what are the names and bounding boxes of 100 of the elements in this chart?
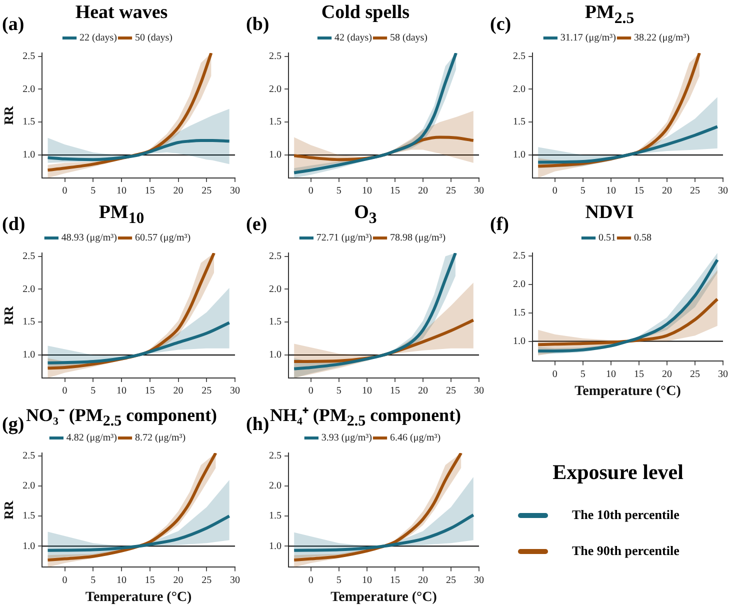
x-axis-title: Temperature (°C) [574, 384, 682, 400]
y-tick-label: 2.5 [22, 250, 36, 262]
legend-label: 48.93 (μg/m³) [61, 232, 117, 244]
x-tick-label: 5 [580, 186, 586, 197]
text: (b) [246, 14, 270, 36]
legend-label: 4.82 (μg/m³) [66, 432, 117, 444]
x-tick-label: 20 [418, 386, 428, 397]
legend-label: 8.72 (μg/m³) [135, 432, 186, 444]
legend-label: 22 (days) [80, 32, 118, 44]
legend-label: 0.58 [634, 232, 652, 244]
line-series [46, 514, 231, 552]
y-tick-label: 2.5 [269, 50, 282, 62]
x-tick-label: 25 [690, 186, 700, 197]
x-tick-label: 30 [718, 186, 728, 197]
x-tick-label: 30 [474, 574, 484, 586]
legend-label: 31.17 (μg/m³) [560, 32, 616, 44]
x-tick-label: 5 [580, 368, 586, 380]
text: (d) [2, 214, 26, 236]
x-tick-label: 15 [390, 186, 400, 197]
x-tick-label: 5 [336, 186, 342, 197]
x-tick-label: 0 [552, 368, 558, 380]
y-tick-label: 1.0 [22, 150, 36, 161]
x-tick-label: 30 [474, 186, 484, 197]
x-tick-label: 15 [144, 574, 155, 586]
y-tick-label: 1.0 [22, 540, 36, 552]
x-tick-label: 15 [144, 186, 155, 197]
x-tick-label: 15 [390, 386, 400, 397]
x-tick-label: 0 [308, 574, 314, 586]
line-series [46, 321, 231, 364]
chart-title: NH₄⁺ (PM$_{2.5}$ component) [270, 404, 462, 431]
chart-title: NO₃⁻ (PM$_{2.5}$ component) [26, 404, 218, 431]
x-tick-label: 5 [90, 186, 96, 197]
y-tick-label: 2.0 [22, 84, 36, 95]
x-tick-label: 25 [446, 386, 456, 397]
x-tick-label: 20 [662, 186, 672, 197]
y-tick-label: 1.5 [22, 316, 36, 328]
x-tick-label: 15 [634, 368, 644, 380]
y-tick-label: 1.0 [269, 540, 282, 552]
x-tick-label: 25 [202, 186, 212, 197]
text: Exposure level [552, 460, 684, 485]
x-tick-label: 20 [173, 386, 184, 397]
x-tick-label: 5 [336, 574, 342, 586]
x-tick-label: 0 [62, 386, 68, 397]
x-tick-label: 10 [606, 186, 616, 197]
y-tick-label: 2.5 [269, 450, 282, 462]
x-tick-label: 30 [474, 386, 484, 397]
x-tick-label: 10 [362, 574, 372, 586]
y-tick-label: 1.5 [269, 510, 282, 522]
legend-label: 6.46 (μg/m³) [390, 432, 441, 444]
y-tick-label: 2.0 [22, 284, 36, 295]
x-tick-label: 10 [116, 186, 127, 197]
y-tick-label: 1.0 [513, 336, 526, 347]
x-tick-label: 30 [230, 574, 240, 586]
y-tick-label: 2.0 [269, 84, 282, 95]
y-tick-label: 1.5 [22, 510, 36, 522]
line-series [536, 298, 719, 346]
x-tick-label: 30 [718, 368, 728, 380]
legend-label: The 90th percentile [572, 543, 680, 559]
y-tick-label: 2.0 [513, 84, 526, 95]
x-tick-label: 25 [446, 186, 456, 197]
y-tick-label: 2.0 [269, 284, 282, 295]
line-series [292, 513, 475, 552]
legend-label: 58 (days) [390, 32, 428, 44]
y-tick-label: 2.5 [269, 250, 282, 262]
legend-label: 78.98 (μg/m³) [390, 232, 446, 244]
legend-label: 38.22 (μg/m³) [634, 32, 690, 44]
x-tick-label: 20 [173, 574, 184, 586]
text: (e) [246, 214, 268, 236]
chart-title: PM$_{2.5}$ [584, 2, 634, 28]
y-tick-label: 2.5 [513, 250, 526, 262]
x-tick-label: 15 [634, 186, 644, 197]
chart-title: PM$_{10}$ [98, 202, 144, 228]
legend-label: 50 (days) [135, 32, 172, 44]
y-tick-label: 1.5 [269, 116, 282, 128]
legend-label: 42 (days) [334, 32, 372, 44]
text: (a) [2, 14, 24, 36]
x-axis-title: Temperature (°C) [330, 590, 438, 606]
line-series [536, 125, 719, 164]
text: (g) [2, 414, 24, 436]
x-tick-label: 10 [116, 574, 127, 586]
y-tick-label: 1.0 [513, 150, 526, 161]
y-axis-title: RR [1, 306, 16, 325]
x-tick-label: 10 [116, 386, 127, 397]
x-tick-label: 10 [362, 186, 372, 197]
x-tick-label: 30 [230, 386, 240, 397]
y-tick-label: 2.5 [22, 450, 36, 462]
y-tick-label: 1.0 [22, 350, 36, 361]
x-tick-label: 15 [390, 574, 400, 586]
y-tick-label: 1.0 [269, 150, 282, 161]
chart-title: Cold spells [321, 2, 410, 24]
y-axis-title: RR [1, 106, 16, 125]
x-tick-label: 5 [90, 574, 96, 586]
line-series [46, 139, 231, 162]
x-tick-label: 10 [606, 368, 616, 380]
x-tick-label: 0 [308, 386, 314, 397]
x-tick-label: 0 [62, 186, 68, 197]
chart-title: Heat waves [75, 2, 168, 24]
x-tick-label: 10 [362, 386, 372, 397]
x-tick-label: 20 [173, 186, 184, 197]
y-tick-label: 2.5 [513, 50, 526, 62]
